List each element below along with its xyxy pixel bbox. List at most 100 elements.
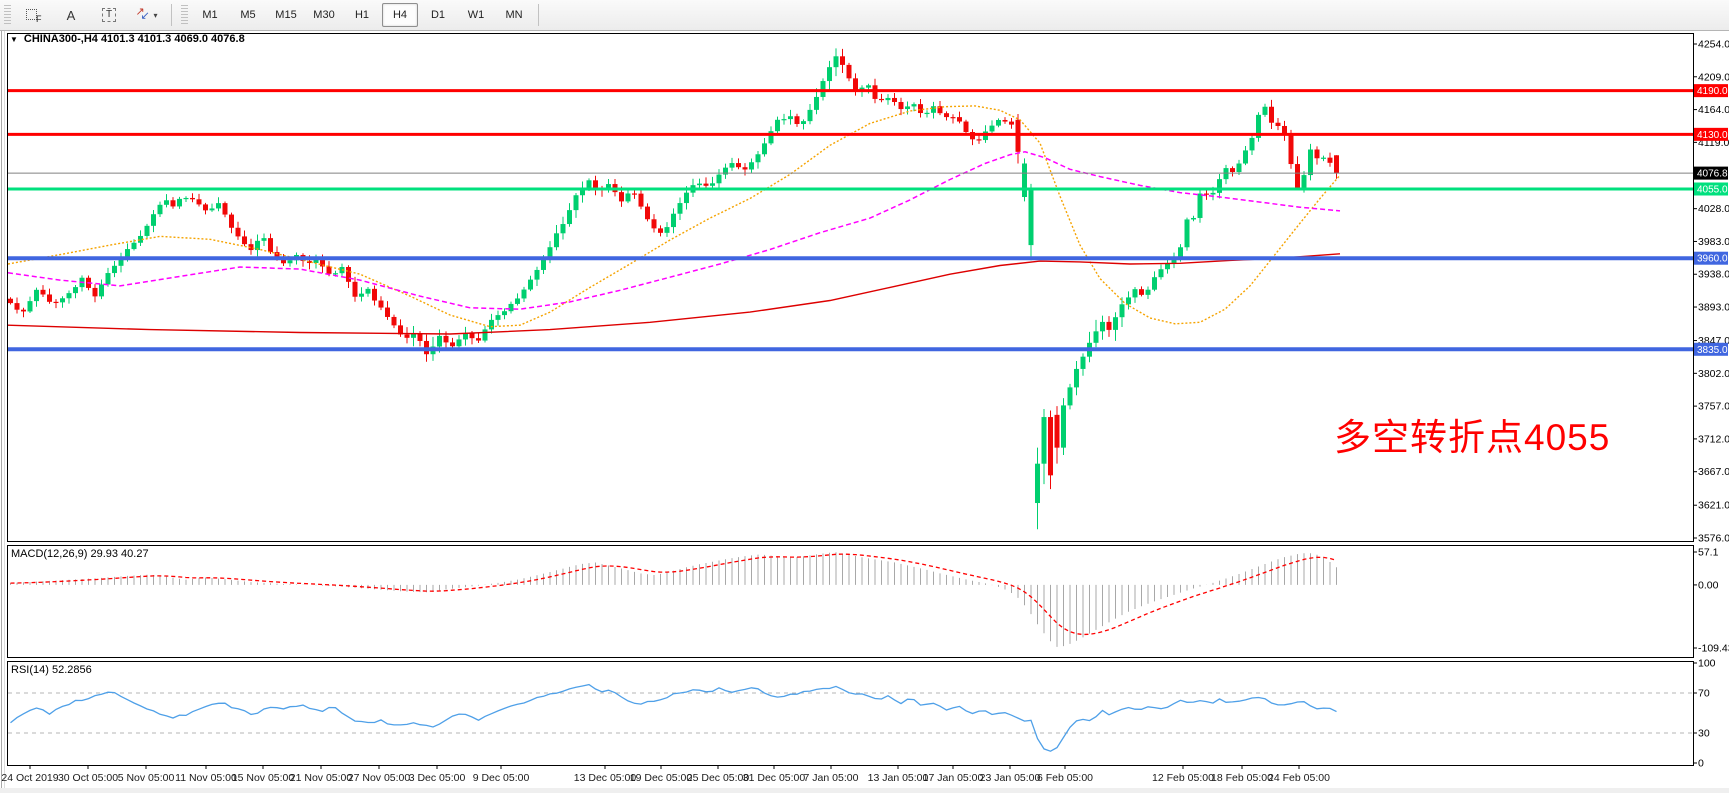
time-tick-label: 27 Nov 05:00 [348,772,411,784]
time-tick-label: 6 Feb 05:00 [1037,772,1093,784]
time-tick-label: 30 Oct 05:00 [58,772,118,784]
font-a-icon: A [66,7,76,23]
arrows-icon: ↗ ↙ [135,6,150,22]
time-tick-label: 12 Feb 05:00 [1152,772,1214,784]
price-badge [1694,166,1728,180]
price-tick-label: 3893.0 [1698,302,1729,314]
ma-red [7,253,1341,335]
timeframe-button-m1[interactable]: M1 [202,9,218,21]
text-t-icon: T [101,8,117,22]
price-tick-label: 3576.0 [1698,533,1729,545]
timeframe-button-m15[interactable]: M15 [275,9,297,21]
svg-text:3960.0: 3960.0 [1697,254,1728,265]
price-tick-label: 4028.0 [1698,203,1729,215]
svg-text:4055.0: 4055.0 [1697,184,1728,195]
time-tick-label: 25 Dec 05:00 [687,772,750,784]
window-bottom-strip [0,788,1729,793]
time-tick-label: 24 Feb 05:00 [1268,772,1330,784]
timeframe-button-m30[interactable]: M30 [313,9,335,21]
time-tick-label: 13 Dec 05:00 [574,772,637,784]
time-tick-label: 21 Nov 05:00 [290,772,353,784]
timeframe-button-m5[interactable]: M5 [240,9,256,21]
macd-panel: 57.1 0.00 -109.43 [7,545,1729,658]
svg-text:100: 100 [1698,658,1716,670]
svg-text:0: 0 [1698,758,1704,770]
svg-text:57.1: 57.1 [1698,547,1719,559]
chart-foreground-button[interactable]: F [15,3,51,27]
ma-orange [7,105,1341,328]
toolbar-separator [538,4,539,26]
price-tick-label: 4254.0 [1698,39,1729,51]
font-button[interactable]: A [53,3,89,27]
text-label-button[interactable]: T [91,3,127,27]
svg-text:4130.0: 4130.0 [1697,130,1728,141]
timeframe-button-w1[interactable]: W1 [467,9,485,21]
svg-text:3835.0: 3835.0 [1697,345,1728,356]
time-tick-label: 11 Nov 05:00 [175,772,237,784]
price-tick-label: 3712.0 [1698,433,1729,445]
macd-signal-line [10,553,1337,636]
toolbar-drag-handle[interactable] [4,5,11,25]
chart-title-text: CHINA300-,H4 4101.3 4101.3 4069.0 4076.8 [23,33,245,45]
macd-panel-frame [7,545,1694,658]
price-tick-label: 4209.0 [1698,71,1729,83]
toolbar-drag-handle[interactable] [181,5,188,25]
timeframe-button-mn[interactable]: MN [505,9,523,21]
time-tick-label: 23 Jan 05:00 [980,772,1041,784]
price-tick-label: 4164.0 [1698,104,1729,116]
main-panel-frame [7,33,1694,542]
time-tick-label: 18 Feb 05:00 [1211,772,1273,784]
time-tick-label: 31 Dec 05:00 [743,772,806,784]
timeframe-button-h1[interactable]: H1 [354,9,370,21]
price-tick-label: 3621.0 [1698,500,1729,512]
price-badge [1694,342,1728,356]
price-tick-label: 3667.0 [1698,466,1729,478]
arrow-tools-button[interactable]: ↗ ↙ ▾ [129,3,165,27]
svg-text:4076.8: 4076.8 [1697,169,1728,180]
svg-text:4190.0: 4190.0 [1697,86,1728,97]
chart-canvas[interactable]: 4254.04209.04164.04119.04028.03983.03938… [0,31,1729,793]
svg-text:-109.43: -109.43 [1698,643,1729,655]
price-axis[interactable]: 4254.04209.04164.04119.04028.03983.03938… [1693,39,1729,545]
chart-ohlc-title: ▼ CHINA300-,H4 4101.3 4101.3 4069.0 4076… [10,33,245,45]
price-tick-label: 3983.0 [1698,236,1729,248]
time-tick-label: 7 Jan 05:00 [804,772,859,784]
time-tick-label: 3 Dec 05:00 [409,772,466,784]
chart-text-annotation: 多空转折点4055 [1334,417,1611,458]
time-tick-label: 5 Nov 05:00 [118,772,175,784]
price-badge [1694,251,1728,265]
time-tick-label: 9 Dec 05:00 [473,772,530,784]
svg-text:70: 70 [1698,688,1710,700]
time-tick-label: 15 Nov 05:00 [232,772,295,784]
macd-indicator-label: MACD(12,26,9) 29.93 40.27 [11,548,149,560]
moving-average-lines [7,105,1341,335]
price-tick-label: 3938.0 [1698,269,1729,281]
svg-text:30: 30 [1698,728,1710,740]
chart-window[interactable]: 4254.0 4209.0 4164.0 4119.0 4028.0 3983.0 3938… [0,31,1729,793]
rsi-indicator-label: RSI(14) 52.2856 [11,664,92,676]
timeframe-button-d1[interactable]: D1 [430,9,446,21]
ma-magenta [7,151,1341,310]
candlestick-layer [8,48,1339,530]
rsi-panel-frame [7,661,1694,766]
main-price-panel [7,33,1694,542]
chart-dropdown-icon[interactable]: ▼ [10,34,18,44]
price-badge [1694,127,1728,141]
time-tick-label: 17 Jan 05:00 [923,772,984,784]
rsi-line [10,683,1337,752]
time-axis[interactable]: 24 Oct 2019 30 Oct 05:00 5 Nov 05:00 11 Nov… [1,766,1330,784]
price-badge [1694,182,1728,196]
chevron-down-icon: ▾ [153,10,158,20]
time-tick-label: 13 Jan 05:00 [868,772,929,784]
price-badge [1694,84,1728,98]
toolbar-separator [171,4,172,26]
price-tick-label: 3802.0 [1698,368,1729,380]
svg-text:0.00: 0.00 [1698,579,1719,591]
time-tick-label: 19 Dec 05:00 [630,772,693,784]
price-tick-label: 3757.0 [1698,401,1729,413]
rsi-panel: 100 70 30 0 [7,658,1716,770]
chart-toolbar: F A T ↗ ↙ ▾ M1 M5 M15 M30 H1 H4 D1 W1 MN [0,0,1729,31]
timeframe-button-h4[interactable]: H4 [382,3,418,27]
support-resistance-lines[interactable] [8,89,1693,352]
